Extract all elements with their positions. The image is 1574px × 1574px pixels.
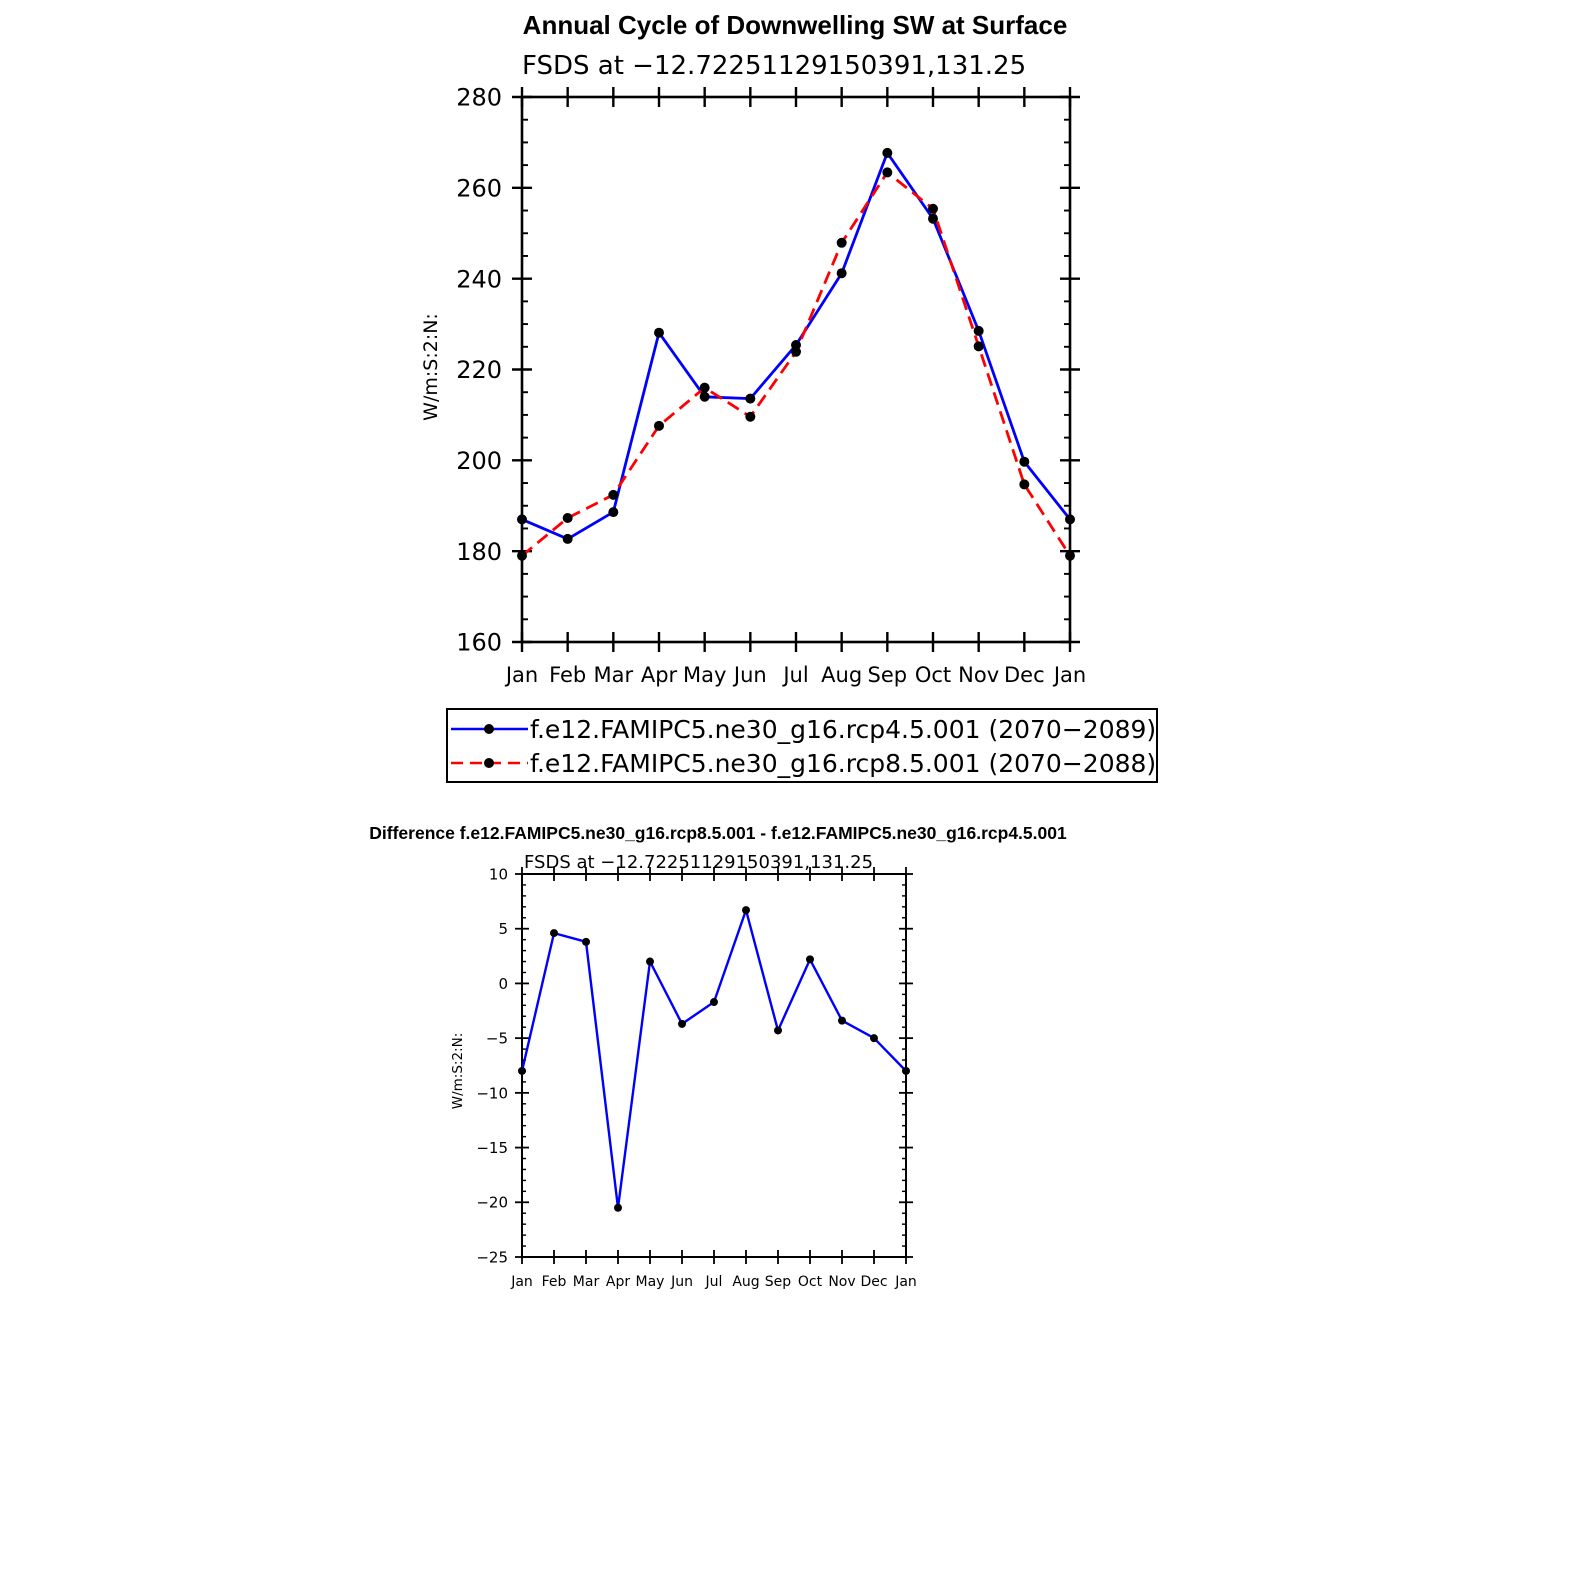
y-tick-label: −5	[486, 1030, 508, 1048]
data-point-series-1	[838, 1016, 846, 1025]
y-tick-label: 180	[456, 538, 502, 566]
y-tick-label: −20	[476, 1194, 508, 1212]
data-point-series-1	[710, 998, 718, 1007]
data-point-series-1	[550, 929, 558, 938]
x-tick-label: May	[683, 663, 726, 687]
y-tick-label: 0	[498, 975, 508, 993]
x-tick-label: Dec	[860, 1274, 887, 1290]
x-tick-label: Jan	[1052, 663, 1086, 687]
data-point-series-1	[973, 325, 984, 336]
data-point-series-2	[791, 346, 801, 357]
data-point-series-1	[678, 1019, 686, 1028]
x-tick-label: Jul	[781, 663, 808, 687]
x-tick-label: Nov	[828, 1274, 855, 1290]
data-point-series-1	[1065, 514, 1075, 525]
data-point-series-1	[582, 937, 590, 946]
data-point-series-2	[928, 203, 938, 214]
x-tick-label: Mar	[594, 663, 634, 687]
annual-cycle-chart: Annual Cycle of Downwelling SW at Surfac…	[420, 10, 1158, 783]
data-point-series-1	[517, 514, 527, 525]
y-tick-label: 200	[456, 447, 502, 475]
data-point-series-2	[699, 382, 710, 393]
y-tick-label: 240	[456, 265, 502, 293]
data-point-series-1	[774, 1026, 782, 1035]
y-axis-label: W/m:S:2:N:	[450, 1033, 466, 1110]
x-tick-label: Sep	[868, 663, 908, 687]
y-tick-label: 10	[489, 865, 508, 883]
x-tick-label: Dec	[1004, 663, 1045, 687]
legend-marker-series-2	[484, 758, 494, 768]
x-tick-label: Oct	[915, 663, 951, 687]
y-axis-label: W/m:S:2:N:	[420, 313, 442, 421]
data-point-series-2	[882, 167, 893, 178]
x-tick-label: Aug	[732, 1274, 759, 1290]
plot-frame	[521, 873, 907, 1258]
legend-label-series-2: f.e12.FAMIPC5.ne30_g16.rcp8.5.001 (2070−…	[530, 749, 1156, 778]
legend: f.e12.FAMIPC5.ne30_g16.rcp4.5.001 (2070−…	[446, 708, 1158, 783]
x-tick-label: Aug	[821, 663, 862, 687]
series-line-2	[521, 170, 1072, 557]
data-point-series-1	[742, 906, 750, 915]
data-point-series-1	[1019, 456, 1030, 467]
x-tick-label: Apr	[606, 1274, 630, 1290]
chart-title: Annual Cycle of Downwelling SW at Surfac…	[523, 10, 1068, 40]
chart-subtitle: FSDS at −12.72251129150391,131.25	[522, 51, 1026, 81]
x-tick-label: Jul	[705, 1274, 723, 1290]
y-tick-label: 160	[456, 629, 502, 657]
y-tick-label: −25	[476, 1248, 508, 1266]
x-tick-label: Jan	[510, 1274, 533, 1290]
x-tick-label: May	[636, 1274, 665, 1290]
data-point-series-2	[1065, 550, 1075, 561]
data-point-series-1	[745, 393, 756, 404]
x-tick-label: Feb	[549, 663, 586, 687]
plot-frame	[520, 95, 1072, 644]
difference-chart: Difference f.e12.FAMIPC5.ne30_g16.rcp8.5…	[369, 823, 1067, 1290]
data-point-series-2	[745, 411, 756, 422]
chart-subtitle: FSDS at −12.72251129150391,131.25	[524, 852, 873, 873]
legend-box	[446, 708, 1158, 783]
x-tick-label: Oct	[798, 1274, 823, 1290]
x-tick-label: Apr	[641, 663, 678, 687]
data-point-series-1	[699, 391, 710, 402]
x-tick-label: Jan	[504, 663, 538, 687]
x-tick-label: Jan	[894, 1274, 917, 1290]
data-point-series-1	[608, 507, 619, 518]
x-tick-label: Feb	[542, 1274, 567, 1290]
data-point-series-1	[928, 213, 938, 224]
data-point-series-1	[562, 533, 573, 544]
y-tick-label: −10	[476, 1084, 508, 1102]
data-point-series-2	[654, 420, 664, 431]
y-tick-label: 5	[498, 920, 508, 938]
chart-title: Difference f.e12.FAMIPC5.ne30_g16.rcp8.5…	[369, 823, 1067, 843]
x-tick-label: Mar	[573, 1274, 600, 1290]
y-tick-label: −15	[476, 1139, 508, 1157]
x-tick-label: Jun	[732, 663, 767, 687]
series-line-1	[520, 908, 907, 1210]
y-tick-label: 280	[456, 84, 502, 112]
data-point-series-1	[646, 957, 654, 966]
data-point-series-1	[870, 1034, 878, 1043]
x-tick-label: Sep	[765, 1274, 792, 1290]
data-point-series-1	[518, 1066, 526, 1075]
data-point-series-1	[836, 268, 847, 279]
data-point-series-1	[614, 1203, 622, 1212]
data-point-series-1	[882, 147, 893, 158]
y-tick-label: 220	[456, 356, 502, 384]
y-tick-label: 260	[456, 174, 502, 202]
x-tick-label: Jun	[670, 1274, 693, 1290]
legend-marker-series-1	[484, 724, 494, 734]
data-point-series-1	[654, 327, 664, 338]
data-point-series-2	[973, 341, 984, 352]
data-point-series-1	[806, 955, 814, 964]
data-point-series-1	[902, 1066, 910, 1075]
data-point-series-2	[562, 513, 573, 524]
legend-label-series-1: f.e12.FAMIPC5.ne30_g16.rcp4.5.001 (2070−…	[530, 715, 1156, 744]
x-tick-label: Nov	[958, 663, 999, 687]
data-point-series-2	[836, 237, 847, 248]
data-point-series-2	[1019, 479, 1030, 490]
data-point-series-2	[517, 550, 527, 561]
data-point-series-2	[608, 489, 619, 500]
